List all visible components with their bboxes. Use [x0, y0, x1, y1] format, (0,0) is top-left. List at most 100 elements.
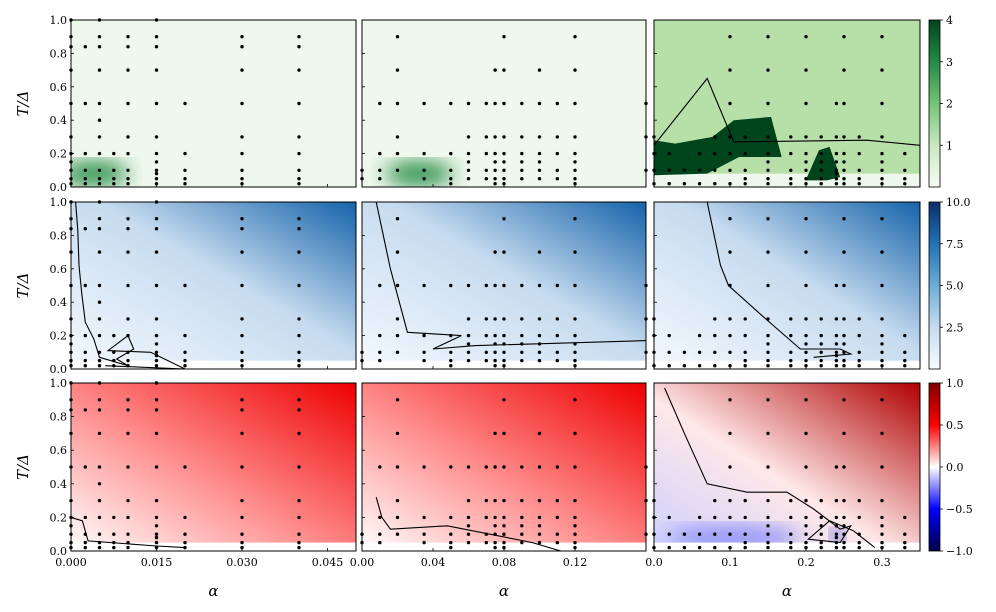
panel-r2-c2 — [360, 201, 648, 370]
sample-point — [240, 532, 244, 536]
sample-point — [537, 283, 542, 288]
sample-point — [520, 524, 524, 528]
sample-point — [240, 498, 244, 503]
sample-point — [112, 151, 116, 156]
sample-point — [493, 101, 497, 106]
sample-point — [842, 182, 846, 186]
sample-point — [240, 217, 244, 221]
sample-point — [126, 398, 130, 402]
sample-point — [667, 515, 671, 520]
x-tick-label: 0.12 — [563, 556, 588, 569]
sample-point — [903, 515, 907, 520]
sample-point — [297, 358, 301, 363]
sample-point — [537, 524, 542, 528]
sample-point — [834, 353, 839, 358]
sample-point — [520, 333, 524, 338]
sample-point — [520, 283, 524, 288]
sample-point — [378, 532, 382, 536]
y-tick-label: 0.4 — [50, 478, 68, 491]
sample-point — [789, 333, 793, 338]
sample-point — [493, 135, 497, 139]
sample-point — [466, 342, 471, 346]
sample-point — [682, 350, 687, 354]
sample-point — [537, 358, 542, 363]
sample-point — [378, 283, 382, 288]
sample-point — [743, 317, 747, 321]
heat-mask — [654, 542, 920, 551]
sample-point — [297, 498, 301, 503]
sample-point — [880, 168, 884, 172]
sample-point — [378, 540, 382, 545]
sample-point — [766, 431, 770, 436]
sample-point — [493, 151, 497, 156]
sample-point — [97, 540, 102, 545]
sample-point — [240, 350, 244, 354]
sample-point — [493, 358, 497, 363]
sample-point — [713, 498, 717, 503]
sample-point — [154, 68, 159, 72]
sample-point — [378, 350, 382, 354]
sample-point — [154, 498, 159, 503]
sample-point — [842, 545, 846, 550]
sample-point — [520, 358, 524, 363]
y-tick-label: 0.4 — [50, 296, 68, 309]
sample-point — [728, 545, 732, 550]
sample-point — [555, 333, 559, 338]
sample-point — [422, 101, 426, 106]
sample-point — [112, 177, 116, 181]
sample-point — [857, 168, 861, 172]
sample-point — [97, 515, 102, 520]
sample-point — [573, 515, 577, 520]
heat-mask — [654, 360, 920, 369]
sample-point — [728, 182, 732, 186]
sample-point — [97, 482, 102, 486]
sample-point — [112, 333, 116, 338]
sample-point — [903, 151, 907, 156]
sample-point — [880, 350, 884, 354]
sample-point — [804, 350, 808, 354]
sample-point — [126, 35, 130, 39]
sample-point — [834, 515, 839, 520]
sample-point — [83, 515, 88, 520]
sample-point — [682, 545, 687, 550]
sample-point — [395, 515, 400, 520]
sample-point — [466, 465, 471, 469]
sample-point — [297, 333, 301, 338]
sample-point — [449, 545, 453, 550]
sample-point — [819, 364, 823, 368]
sample-point — [466, 101, 471, 106]
sample-point — [466, 498, 471, 503]
sample-point — [857, 317, 861, 321]
sample-point — [728, 532, 732, 536]
sample-point — [378, 515, 382, 520]
sample-point — [728, 398, 732, 402]
sample-point — [713, 182, 717, 186]
sample-point — [804, 250, 808, 254]
sample-point — [520, 350, 524, 354]
sample-point — [713, 333, 717, 338]
sample-point — [903, 182, 907, 186]
sample-point — [493, 498, 497, 503]
sample-point — [502, 35, 506, 39]
sample-point — [713, 168, 717, 172]
sample-point — [484, 540, 488, 545]
sample-point — [728, 135, 732, 139]
sample-point — [713, 151, 717, 156]
sample-point — [880, 283, 884, 288]
contour-line — [375, 497, 561, 551]
sample-point — [97, 498, 102, 503]
sample-point — [395, 168, 400, 172]
heat-field — [71, 383, 356, 551]
sample-point — [493, 532, 497, 536]
sample-point — [97, 465, 102, 469]
sample-point — [493, 317, 497, 321]
sample-point — [520, 135, 524, 139]
sample-point — [804, 398, 808, 402]
sample-point — [240, 333, 244, 338]
sample-point — [555, 498, 559, 503]
sample-point — [126, 182, 130, 186]
sample-point — [126, 250, 130, 254]
sample-point — [842, 350, 846, 354]
sample-point — [83, 408, 88, 412]
sample-point — [183, 465, 187, 469]
